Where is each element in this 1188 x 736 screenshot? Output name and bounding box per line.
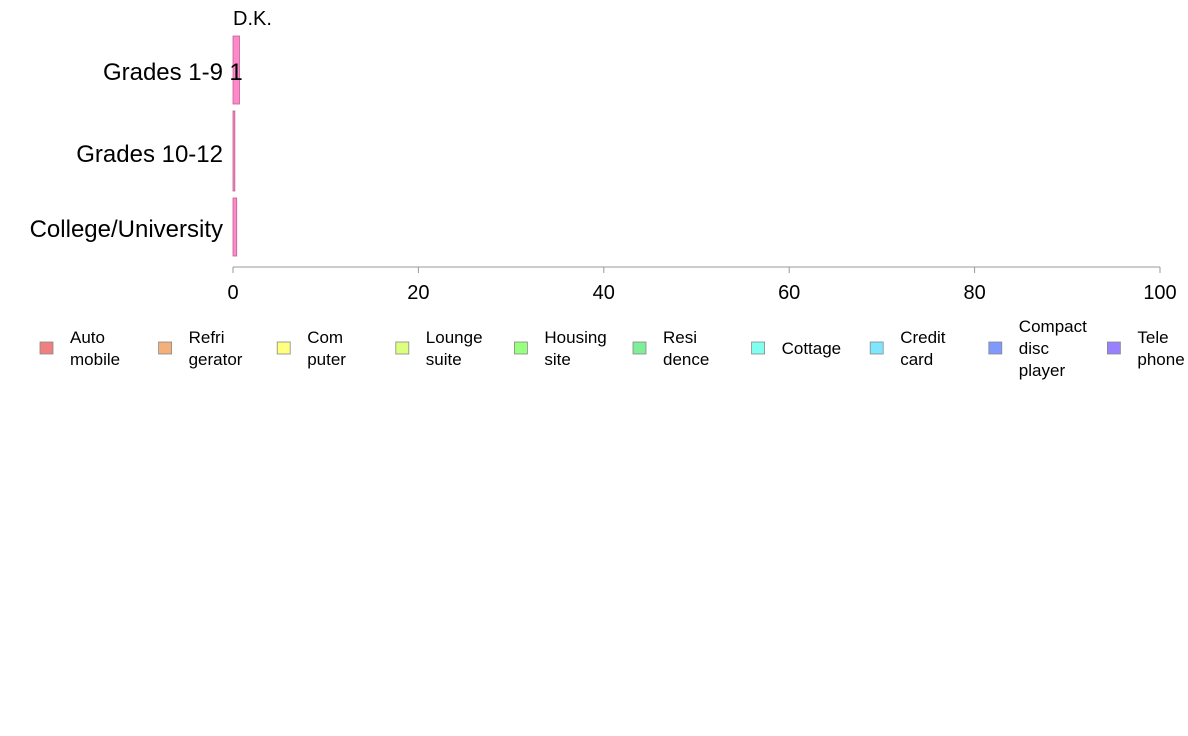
- category-label-grades-1-9: Grades 1-9: [103, 59, 223, 86]
- x-tick-label-0: 0: [227, 282, 238, 304]
- category-label-grades-10-12: Grades 10-12: [76, 141, 223, 168]
- legend: Auto mobile Refri gerator Com puter Lounge suit…: [39, 317, 1185, 380]
- chart-title: D.K.: [233, 8, 272, 30]
- legend-item-cottage: Cottage: [751, 339, 842, 358]
- legend-swatch-compact-disc-player: [988, 341, 1003, 355]
- x-tick-label-40: 40: [593, 282, 615, 304]
- legend-item-compact-disc-player: Compact disc player: [988, 317, 1087, 380]
- x-tick-label-20: 20: [407, 282, 429, 304]
- legend-swatch-refri-gerator: [158, 341, 173, 355]
- legend-label-tele-phone: Tele phone: [1137, 328, 1184, 369]
- x-tick-label-80: 80: [963, 282, 985, 304]
- legend-swatch-com-puter: [276, 341, 291, 355]
- legend-item-lounge-suite: Lounge suite: [395, 328, 483, 369]
- bars: [232, 35, 240, 257]
- legend-item-com-puter: Com puter: [276, 328, 346, 369]
- legend-swatch-resi-dence: [632, 341, 647, 355]
- legend-label-lounge-suite: Lounge suite: [426, 328, 483, 369]
- legend-swatch-tele-phone: [1107, 341, 1121, 355]
- x-tick-label-100: 100: [1143, 282, 1176, 304]
- bar-d-k-grades-1-9: [232, 35, 240, 105]
- legend-label-com-puter: Com puter: [307, 328, 346, 369]
- bar-d-k-college-university: [232, 197, 238, 257]
- legend-item-housing-site: Housing site: [514, 328, 607, 369]
- legend-label-refri-gerator: Refri gerator: [189, 328, 243, 369]
- legend-item-refri-gerator: Refri gerator: [158, 328, 243, 369]
- legend-swatch-cottage: [751, 341, 765, 355]
- legend-item-tele-phone: Tele phone: [1107, 328, 1185, 369]
- x-axis: 0 20 40 60 80 100: [227, 266, 1177, 304]
- category-label-college-university: College/University: [30, 216, 223, 243]
- data-labels: 1: [229, 59, 242, 86]
- bar-d-k-grades-10-12: [232, 110, 236, 192]
- legend-label-housing-site: Housing site: [544, 328, 606, 369]
- x-tick-label-60: 60: [778, 282, 800, 304]
- legend-label-resi-dence: Resi dence: [663, 328, 709, 369]
- legend-label-cottage: Cottage: [782, 339, 842, 358]
- legend-label-credit-card: Credit card: [900, 328, 946, 369]
- legend-label-auto-mobile: Auto mobile: [70, 328, 120, 369]
- legend-label-compact-disc-player: Compact disc player: [1019, 317, 1087, 380]
- legend-swatch-auto-mobile: [39, 341, 54, 355]
- legend-swatch-lounge-suite: [395, 341, 410, 355]
- y-axis-labels: Grades 1-9 Grades 10-12 College/University: [30, 59, 223, 243]
- legend-item-credit-card: Credit card: [869, 328, 946, 369]
- legend-swatch-credit-card: [869, 341, 884, 355]
- data-label-grades-1-9: 1: [229, 59, 242, 86]
- legend-swatch-housing-site: [514, 341, 528, 355]
- legend-item-resi-dence: Resi dence: [632, 328, 709, 369]
- legend-item-auto-mobile: Auto mobile: [39, 328, 120, 369]
